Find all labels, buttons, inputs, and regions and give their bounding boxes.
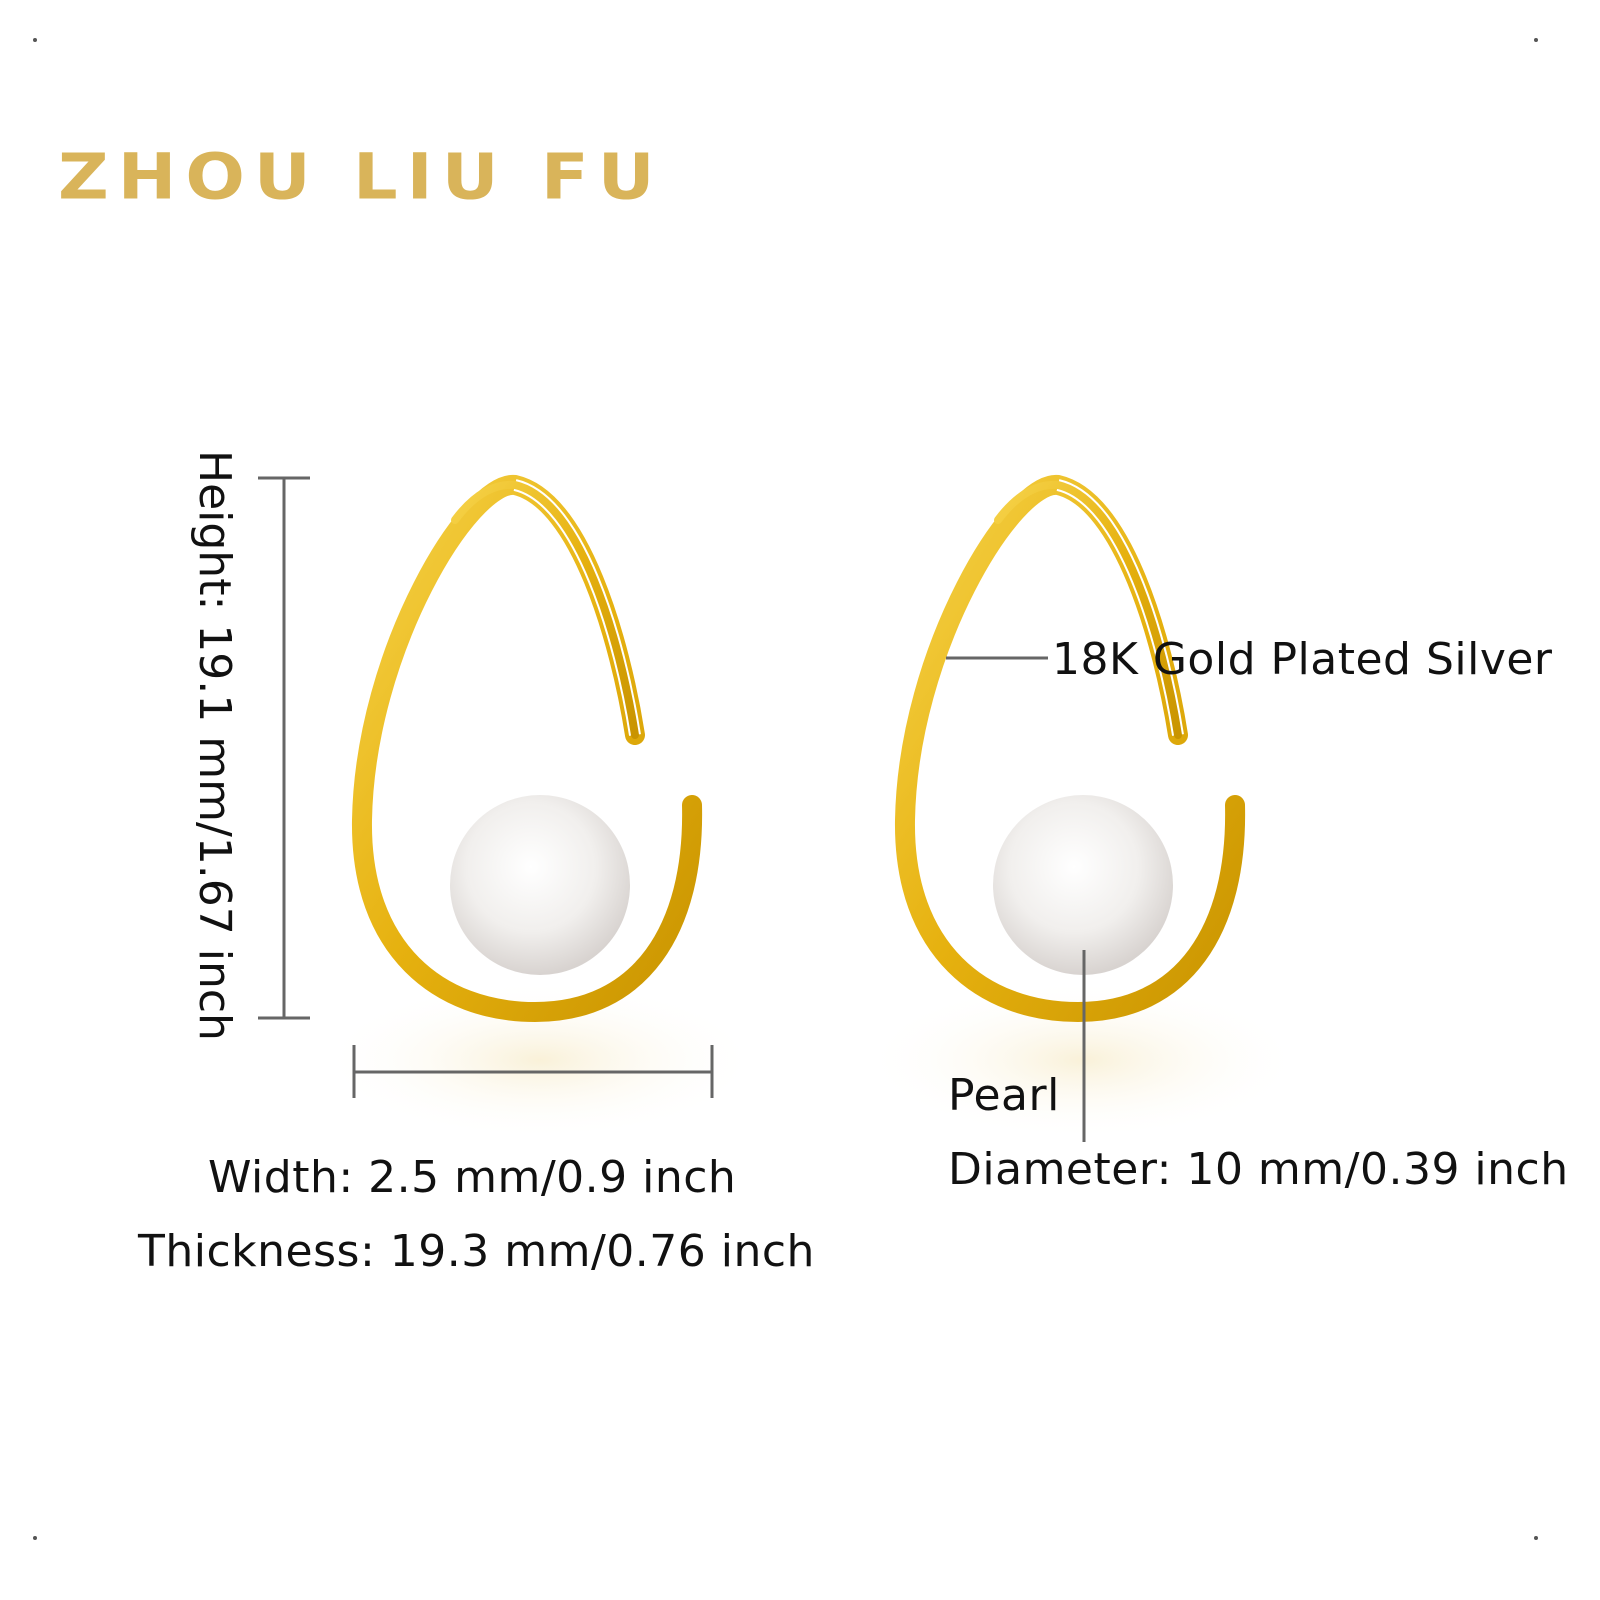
measurement-lines [258, 476, 1086, 1142]
height-label: Height: 19.1 mm/1.67 inch [189, 450, 240, 1041]
pearl-label: Pearl [948, 1070, 1060, 1121]
width-label: Width: 2.5 mm/0.9 inch [208, 1152, 737, 1203]
corner-dots [33, 38, 1538, 1540]
width-dimension-line [352, 1045, 714, 1098]
pearl [993, 795, 1173, 975]
brand-logo: ZHOU LIU FU [58, 140, 664, 214]
gold-hook [994, 480, 1182, 739]
thickness-label: Thickness: 19.3 mm/0.76 inch [138, 1226, 815, 1277]
pearl-diameter-label: Diameter: 10 mm/0.39 inch [948, 1144, 1569, 1195]
gold-hook [451, 480, 639, 739]
height-dimension-line [258, 476, 310, 1020]
material-label: 18K Gold Plated Silver [1052, 634, 1553, 685]
pearl [450, 795, 630, 975]
reflection [320, 980, 760, 1140]
left-earring [320, 475, 760, 1140]
